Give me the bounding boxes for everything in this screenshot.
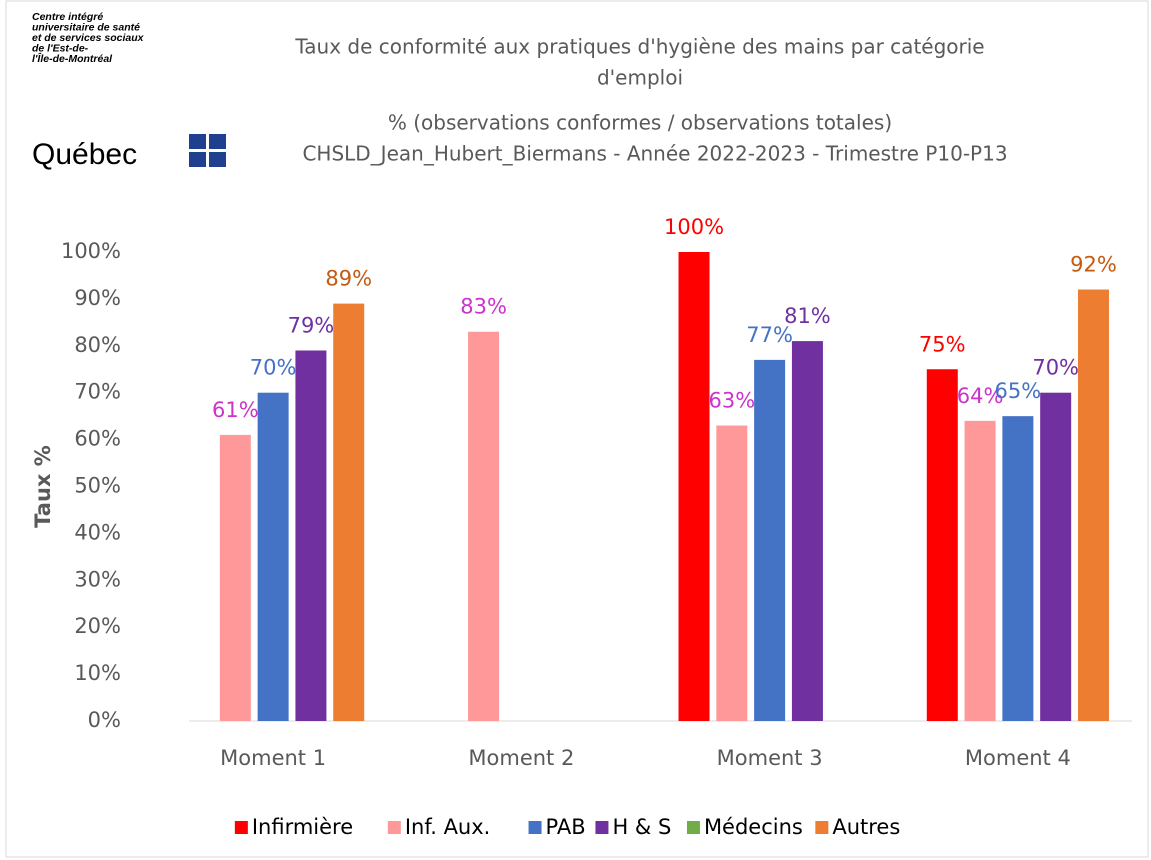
y-tick-label: 10% (74, 661, 121, 685)
bar (964, 420, 996, 721)
logo-flag (189, 134, 206, 149)
logo-name: Québec (32, 138, 137, 171)
value-label: 79% (288, 313, 335, 337)
value-label: 61% (212, 398, 259, 422)
logo-text: l'Île-de-Montréal (32, 52, 113, 65)
chart-subtitle: CHSLD_Jean_Hubert_Biermans - Année 2022-… (302, 142, 1007, 166)
x-tick-label: Moment 3 (717, 746, 823, 770)
legend-label: Autres (832, 815, 900, 839)
logo-flag (209, 134, 226, 149)
bar (295, 350, 327, 721)
bar (716, 425, 748, 721)
value-label: 75% (919, 332, 966, 356)
value-label: 70% (250, 356, 297, 380)
legend-label: H & S (612, 815, 671, 839)
value-label: 70% (1032, 356, 1079, 380)
bar (678, 252, 710, 721)
chart-title: d'emploi (597, 66, 683, 90)
legend-swatch (528, 821, 542, 834)
y-tick-label: 80% (74, 333, 121, 357)
y-tick-label: 50% (74, 474, 121, 498)
legend-swatch (387, 821, 401, 834)
bar (1040, 392, 1072, 721)
logo-text: de l'Est-de- (32, 42, 89, 54)
y-tick-label: 60% (74, 427, 121, 451)
value-label: 64% (957, 384, 1004, 408)
y-tick-label: 90% (74, 286, 121, 310)
chart-title: Taux de conformité aux pratiques d'hygiè… (294, 35, 984, 59)
bar (333, 303, 365, 721)
logo-text: Centre intégré (32, 11, 103, 23)
legend-swatch (686, 821, 700, 834)
y-tick-label: 70% (74, 380, 121, 404)
logo-text: et de services sociaux (32, 32, 145, 44)
logo-flag (209, 152, 226, 167)
x-tick-label: Moment 1 (220, 746, 326, 770)
bar (219, 434, 251, 721)
value-label: 77% (746, 323, 793, 347)
bar (754, 359, 786, 721)
legend-label: Inf. Aux. (405, 815, 491, 839)
bar (1077, 289, 1109, 721)
value-label: 63% (708, 389, 755, 413)
bar (926, 369, 958, 721)
x-tick-label: Moment 2 (468, 746, 574, 770)
y-tick-label: 20% (74, 614, 121, 638)
legend-swatch (234, 821, 248, 834)
value-label: 65% (995, 379, 1042, 403)
value-label: 89% (325, 267, 372, 291)
y-tick-label: 40% (74, 520, 121, 544)
y-tick-label: 30% (74, 567, 121, 591)
legend-label: PAB (546, 815, 586, 839)
bar (791, 341, 823, 721)
x-tick-label: Moment 4 (965, 746, 1071, 770)
value-label: 100% (664, 215, 724, 239)
y-tick-label: 100% (61, 239, 121, 263)
bar (1002, 416, 1034, 721)
logo-flag (189, 152, 206, 167)
bar (257, 392, 289, 721)
legend-label: Médecins (704, 815, 803, 839)
y-tick-label: 0% (88, 708, 121, 732)
y-axis-label: Taux % (31, 445, 55, 528)
value-label: 92% (1070, 253, 1117, 277)
legend-swatch (815, 821, 829, 834)
logo-text: universitaire de santé (32, 21, 140, 33)
value-label: 83% (460, 295, 507, 319)
bar (468, 331, 500, 721)
value-label: 81% (784, 304, 831, 328)
legend-swatch (595, 821, 609, 834)
chart-subtitle: % (observations conformes / observations… (388, 111, 892, 135)
legend-label: Infirmière (252, 815, 353, 839)
